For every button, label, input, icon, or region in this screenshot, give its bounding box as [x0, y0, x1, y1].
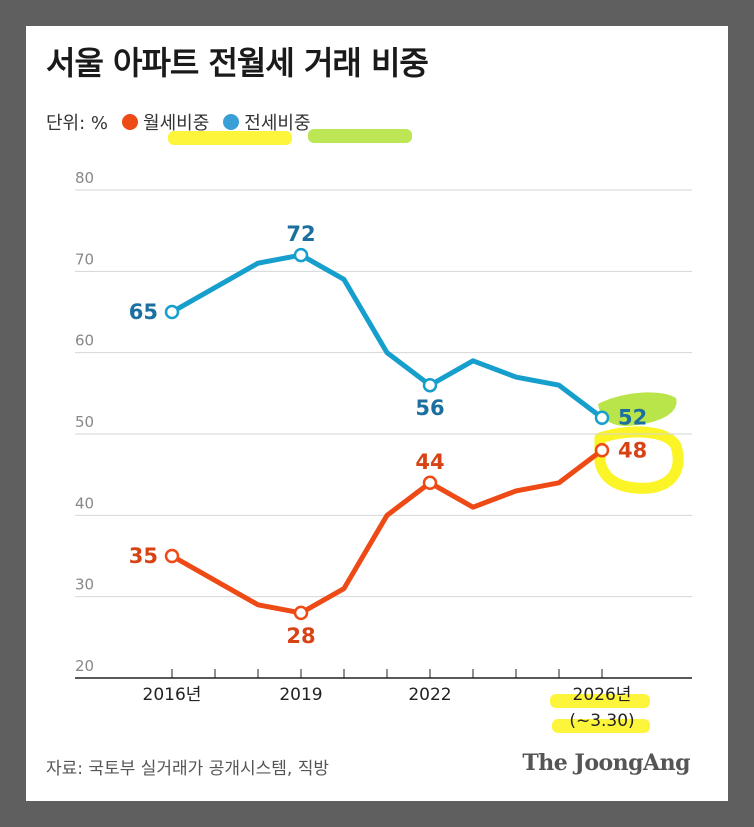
series-line-monthly	[169, 447, 605, 616]
x-tick-sublabel: (~3.30)	[569, 711, 634, 731]
data-point	[422, 377, 438, 393]
chart-legend: 단위: % 월세비중 전세비중	[46, 110, 311, 134]
chart-title: 서울 아파트 전월세 거래 비중	[46, 44, 429, 82]
data-label: 52	[618, 406, 647, 430]
highlight-monthly-legend	[168, 131, 292, 145]
data-point	[422, 475, 438, 491]
y-tick-label: 40	[75, 494, 94, 512]
data-label: 28	[286, 624, 315, 648]
brand-logo: The JoongAng	[522, 750, 690, 776]
y-tick-label: 80	[75, 169, 94, 187]
data-point	[164, 548, 180, 564]
highlight-jeonse-legend	[308, 129, 412, 143]
x-tick-label: 2016년	[143, 685, 202, 705]
legend-item-jeonse: 전세비중	[223, 109, 311, 135]
data-label: 44	[415, 450, 444, 474]
highlight-2026-label	[550, 694, 650, 708]
legend-label-monthly: 월세비중	[143, 113, 210, 134]
data-point	[594, 410, 610, 425]
highlight-jeonse-value	[598, 392, 677, 426]
data-point	[164, 304, 180, 320]
unit-label: 단위: %	[46, 113, 109, 134]
highlight-monthly-value	[594, 426, 684, 494]
source-note: 자료: 국토부 실거래가 공개시스템, 직방	[46, 759, 329, 779]
y-tick-label: 70	[75, 250, 94, 268]
legend-label-jeonse: 전세비중	[244, 113, 311, 134]
data-label: 48	[618, 438, 647, 462]
highlight-date-label	[552, 719, 650, 733]
data-label: 35	[129, 544, 158, 568]
legend-item-monthly: 월세비중	[122, 109, 209, 135]
y-tick-label: 60	[75, 332, 94, 350]
y-tick-label: 20	[75, 657, 94, 675]
data-point	[293, 247, 309, 263]
y-tick-label: 30	[75, 576, 94, 594]
legend-dot-monthly	[122, 114, 139, 130]
x-tick-label: 2022	[408, 685, 451, 705]
y-tick-label: 50	[75, 413, 94, 431]
data-point	[293, 605, 309, 621]
x-tick-label: 2026년	[573, 685, 632, 705]
data-label: 65	[129, 300, 158, 324]
x-tick-label: 2019	[279, 685, 322, 705]
data-point	[594, 443, 610, 458]
legend-dot-jeonse	[223, 114, 240, 130]
series-line-jeonse	[169, 252, 605, 421]
data-label: 72	[286, 222, 315, 246]
data-label: 56	[415, 396, 444, 420]
